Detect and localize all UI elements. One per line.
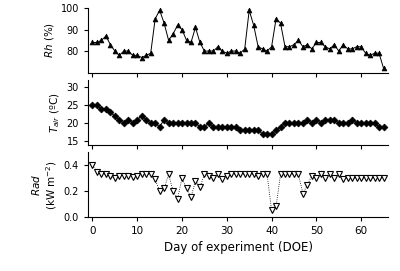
Y-axis label: $\it{Rad}$
(kW m$^{-2}$): $\it{Rad}$ (kW m$^{-2}$) <box>30 160 60 209</box>
Y-axis label: $\it{T}$$_{air}$ (ºC): $\it{T}$$_{air}$ (ºC) <box>49 92 62 133</box>
Y-axis label: $\it{Rh}$ (%): $\it{Rh}$ (%) <box>44 22 56 58</box>
X-axis label: Day of experiment (DOE): Day of experiment (DOE) <box>164 241 312 254</box>
